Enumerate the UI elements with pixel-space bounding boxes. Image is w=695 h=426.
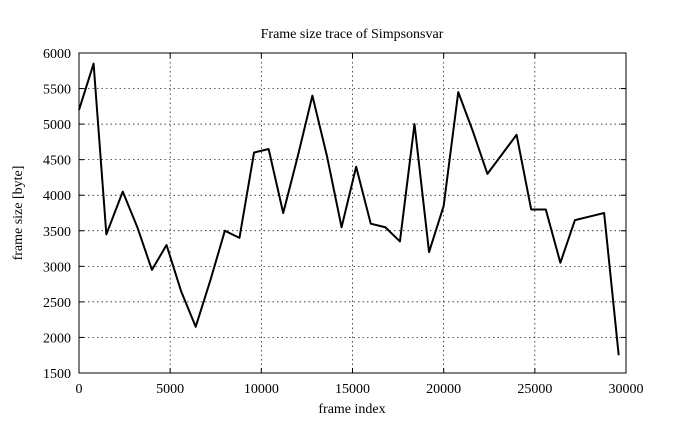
y-tick-label: 3000 <box>43 260 71 275</box>
y-tick-label: 1500 <box>43 367 71 382</box>
y-tick-label: 2500 <box>43 296 71 311</box>
chart-title: Frame size trace of Simpsonsvar <box>261 27 444 42</box>
y-tick-label: 4000 <box>43 189 71 204</box>
y-tick-label: 3500 <box>43 225 71 240</box>
y-tick-label: 5500 <box>43 83 71 98</box>
x-tick-label: 10000 <box>244 382 279 397</box>
plot-frame <box>78 52 627 374</box>
y-tick-label: 4500 <box>43 154 71 169</box>
x-tick-label: 5000 <box>156 382 184 397</box>
x-tick-label: 0 <box>76 382 83 397</box>
x-axis-label: frame index <box>318 402 385 417</box>
x-tick-label: 30000 <box>609 382 644 397</box>
y-tick-label: 2000 <box>43 331 71 346</box>
y-tick-label: 6000 <box>43 47 71 62</box>
x-tick-label: 25000 <box>517 382 552 397</box>
y-tick-label: 5000 <box>43 118 71 133</box>
data-line <box>78 62 620 356</box>
x-tick-label: 20000 <box>426 382 461 397</box>
x-tick-label: 15000 <box>335 382 370 397</box>
y-axis-label: frame size [byte] <box>11 166 26 261</box>
